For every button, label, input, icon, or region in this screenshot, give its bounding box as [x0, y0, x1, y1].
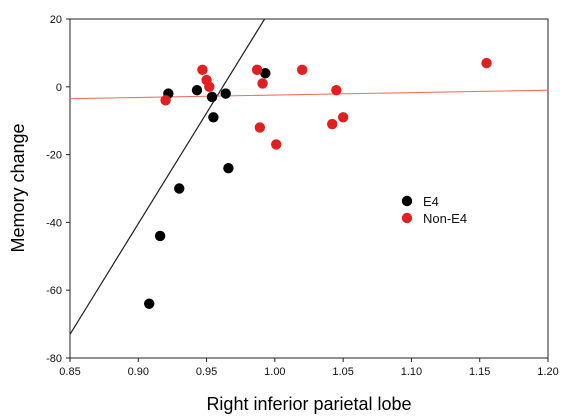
y-tick-label: -60 [46, 285, 62, 297]
data-point-non-e4 [481, 57, 492, 69]
data-point-non-e4 [296, 64, 308, 76]
data-point-non-e4 [204, 81, 215, 93]
x-tick-label: 0.85 [59, 366, 80, 378]
x-tick-label: 1.15 [469, 366, 490, 378]
data-point-e4 [154, 230, 166, 242]
fit-line-e4 [69, 18, 266, 335]
data-point-non-e4 [197, 64, 208, 76]
y-tick-label: 0 [56, 82, 62, 94]
y-tick-label: 20 [50, 14, 62, 26]
y-tick-label: -80 [46, 353, 62, 365]
data-point-non-e4 [257, 78, 268, 89]
data-points [144, 57, 492, 309]
data-point-e4 [191, 84, 203, 96]
x-axis-ticks: 0.85 0.90 0.95 1.00 1.05 1.10 1.15 1.20 [59, 358, 559, 378]
x-tick-label: 1.20 [537, 366, 558, 378]
x-tick-label: 1.10 [401, 366, 422, 378]
y-axis-ticks: -80 -60 -40 -20 0 20 [46, 14, 70, 365]
data-point-non-e4 [271, 139, 282, 150]
data-point-e4 [206, 91, 218, 103]
data-point-non-e4 [160, 95, 171, 106]
y-tick-label: -40 [46, 217, 62, 229]
legend-marker-e4 [401, 195, 413, 207]
data-point-e4 [208, 112, 219, 123]
legend: E4 Non-E4 [401, 194, 467, 226]
data-point-e4 [260, 68, 271, 79]
fit-lines [69, 18, 549, 335]
data-point-non-e4 [254, 122, 266, 133]
x-tick-label: 0.95 [196, 366, 217, 378]
y-tick-label: -20 [46, 150, 62, 162]
fit-line-non-e4 [69, 89, 549, 100]
data-point-non-e4 [251, 64, 263, 76]
y-axis-label: Memory change [8, 123, 28, 252]
data-point-e4 [144, 298, 155, 309]
data-point-non-e4 [337, 112, 349, 123]
x-tick-label: 1.05 [332, 366, 353, 378]
data-point-e4 [223, 162, 234, 174]
legend-label-non-e4: Non-E4 [423, 211, 467, 226]
data-point-e4 [220, 88, 231, 99]
data-point-non-e4 [331, 84, 342, 96]
legend-label-e4: E4 [423, 194, 439, 209]
plot-frame [69, 18, 549, 359]
x-tick-label: 1.00 [264, 366, 285, 378]
x-axis-label: Right inferior parietal lobe [206, 394, 411, 414]
data-point-non-e4 [327, 118, 338, 130]
data-point-e4 [174, 183, 185, 194]
legend-marker-non-e4 [401, 212, 413, 224]
x-tick-label: 0.90 [128, 366, 149, 378]
